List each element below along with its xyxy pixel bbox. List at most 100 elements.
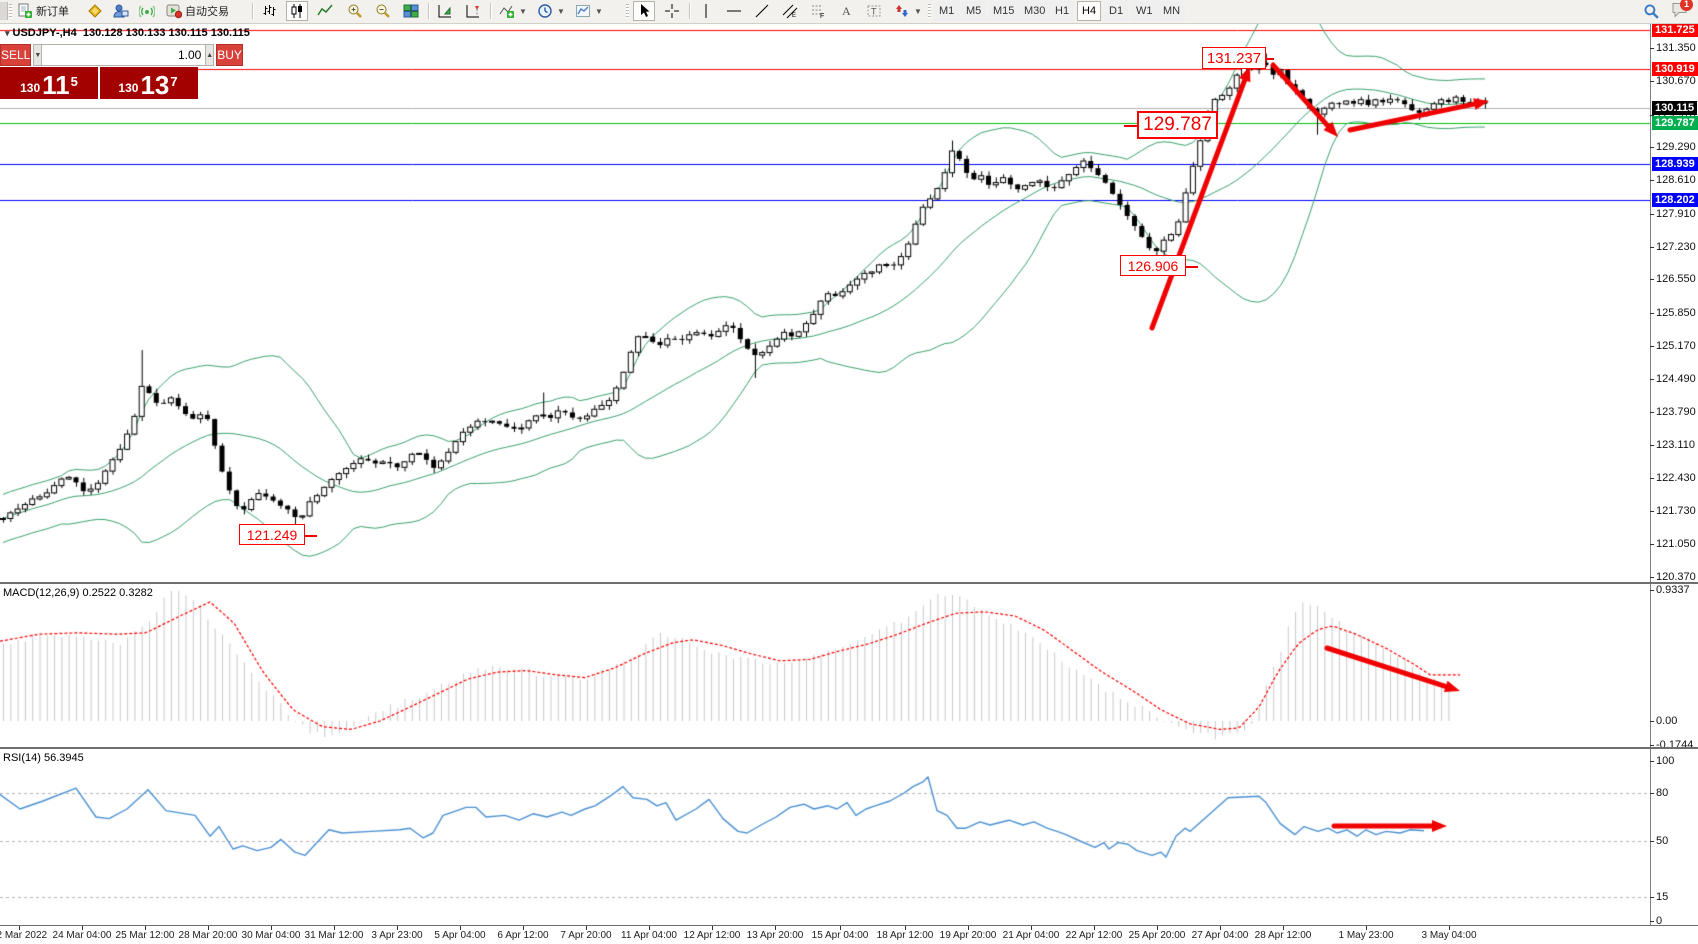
auto-trading-icon bbox=[166, 4, 182, 19]
price-annotation-131.237[interactable]: 131.237 bbox=[1202, 47, 1274, 69]
notifications-button[interactable]: 1 bbox=[1668, 0, 1693, 21]
price-axis-tick bbox=[1650, 147, 1654, 148]
signals-button[interactable] bbox=[136, 1, 158, 21]
zoom-out-button[interactable] bbox=[372, 1, 394, 21]
timeframe-M30[interactable]: M30 bbox=[1019, 1, 1051, 21]
date-axis-label: 21 Apr 04:00 bbox=[1002, 930, 1060, 941]
candlestick-chart-button[interactable] bbox=[286, 1, 308, 21]
date-axis-tick bbox=[1031, 926, 1032, 930]
price-axis-tick bbox=[1650, 511, 1654, 512]
price-annotation-121.249[interactable]: 121.249 bbox=[239, 524, 317, 545]
buy-button[interactable]: BUY bbox=[216, 44, 243, 66]
horizontal-line-icon bbox=[727, 10, 741, 12]
date-axis-label: 3 May 04:00 bbox=[1421, 930, 1477, 941]
timeframe-M1[interactable]: M1 bbox=[934, 1, 960, 21]
market-watch-button[interactable] bbox=[110, 1, 132, 21]
bar-chart-button[interactable] bbox=[258, 1, 280, 21]
ask-price[interactable]: 130 13 7 bbox=[98, 67, 196, 99]
sell-button[interactable]: SELL bbox=[0, 44, 32, 66]
date-axis-tick bbox=[19, 926, 20, 930]
date-axis-label: 22 Mar 2022 bbox=[0, 930, 48, 941]
line-chart-button[interactable] bbox=[314, 1, 336, 21]
new-order-button[interactable]: 新订单 bbox=[14, 1, 72, 21]
zoom-in-icon bbox=[348, 4, 362, 18]
rsi-axis-label: 0 bbox=[1656, 915, 1663, 927]
date-axis-label: 28 Apr 12:00 bbox=[1254, 930, 1312, 941]
timeframe-MN[interactable]: MN bbox=[1158, 1, 1186, 21]
cursor-button[interactable] bbox=[633, 1, 655, 21]
toolbar-grip[interactable] bbox=[9, 4, 12, 18]
main-chart-canvas[interactable] bbox=[0, 24, 1650, 582]
bid-point: 5 bbox=[70, 74, 78, 89]
toolbar-separator bbox=[689, 3, 691, 19]
date-axis-tick bbox=[334, 926, 335, 930]
chart-shift-button[interactable] bbox=[462, 1, 484, 21]
crosshair-button[interactable] bbox=[661, 1, 683, 21]
equidistant-channel-button[interactable]: E bbox=[779, 1, 801, 21]
date-axis-label: 12 Apr 12:00 bbox=[683, 930, 741, 941]
price-axis-tick bbox=[1650, 115, 1654, 116]
arrow-objects-button[interactable]: ▼ bbox=[891, 1, 925, 21]
price-badge-129.787: 129.787 bbox=[1652, 116, 1698, 130]
fibonacci-button[interactable]: F bbox=[807, 1, 829, 21]
auto-arrange-button[interactable] bbox=[434, 1, 456, 21]
bid-pips: 11 bbox=[42, 70, 70, 100]
date-axis-tick bbox=[1449, 926, 1450, 930]
templates-button[interactable]: ▼ bbox=[572, 1, 606, 21]
macd-splitter[interactable] bbox=[0, 582, 1698, 584]
text-button[interactable]: A bbox=[835, 1, 857, 21]
tile-windows-button[interactable] bbox=[400, 1, 422, 21]
date-axis-label: 31 Mar 12:00 bbox=[304, 930, 364, 941]
trendline-button[interactable] bbox=[751, 1, 773, 21]
volume-down-button[interactable]: ▼ bbox=[33, 44, 43, 66]
price-annotation-126.906[interactable]: 126.906 bbox=[1120, 255, 1198, 276]
horizontal-line-button[interactable] bbox=[723, 1, 745, 21]
price-axis-tick bbox=[1650, 313, 1654, 314]
macd-panel-canvas[interactable] bbox=[0, 584, 1650, 746]
volume-up-button[interactable]: ▲ bbox=[205, 44, 215, 66]
price-axis-label: 121.730 bbox=[1656, 505, 1696, 517]
date-axis-label: 5 Apr 04:00 bbox=[434, 930, 486, 941]
chevron-down-icon: ▼ bbox=[914, 6, 922, 16]
auto-trading-button[interactable]: 自动交易 bbox=[163, 1, 232, 21]
date-axis-tick bbox=[82, 926, 83, 930]
timeframe-H4[interactable]: H4 bbox=[1077, 1, 1102, 21]
macd-label: MACD(12,26,9) 0.2522 0.3282 bbox=[3, 587, 153, 599]
date-axis-label: 27 Apr 04:00 bbox=[1191, 930, 1249, 941]
text-label-button[interactable]: T bbox=[863, 1, 885, 21]
text-label-icon: T bbox=[867, 5, 881, 17]
charts-gold-button[interactable] bbox=[84, 1, 106, 21]
macd-axis-tick bbox=[1650, 590, 1654, 591]
zoom-in-button[interactable] bbox=[344, 1, 366, 21]
price-axis-label: 123.790 bbox=[1656, 406, 1696, 418]
price-axis-tick bbox=[1650, 379, 1654, 380]
toolbar-grip[interactable] bbox=[626, 4, 629, 18]
toolbar-grip[interactable] bbox=[928, 4, 931, 18]
timeframe-M5[interactable]: M5 bbox=[961, 1, 987, 21]
signals-icon bbox=[139, 5, 155, 18]
timeframe-D1[interactable]: D1 bbox=[1104, 1, 1129, 21]
rsi-panel-canvas[interactable] bbox=[0, 749, 1650, 925]
bid-price[interactable]: 130 11 5 bbox=[0, 67, 98, 99]
collapse-arrow-icon[interactable]: ▾ bbox=[5, 28, 10, 38]
timeframe-W1[interactable]: W1 bbox=[1131, 1, 1158, 21]
date-axis-tick bbox=[523, 926, 524, 930]
auto-arrange-icon bbox=[438, 5, 451, 18]
rsi-axis-label: 15 bbox=[1656, 891, 1669, 903]
periods-button[interactable]: ▼ bbox=[534, 1, 568, 21]
date-axis-label: 13 Apr 20:00 bbox=[746, 930, 804, 941]
timeframe-M15[interactable]: M15 bbox=[988, 1, 1020, 21]
search-button[interactable] bbox=[1640, 1, 1663, 21]
indicators-button[interactable]: ▼ bbox=[496, 1, 530, 21]
vertical-line-button[interactable] bbox=[695, 1, 717, 21]
date-axis-label: 3 Apr 23:00 bbox=[371, 930, 423, 941]
timeframe-H1[interactable]: H1 bbox=[1050, 1, 1075, 21]
rsi-splitter[interactable] bbox=[0, 747, 1698, 749]
date-axis-tick bbox=[905, 926, 906, 930]
price-annotation-129.787[interactable]: 129.787 bbox=[1124, 111, 1218, 139]
toolbar-separator bbox=[252, 3, 254, 19]
volume-input[interactable] bbox=[42, 44, 206, 66]
macd-axis-label: 0.00 bbox=[1656, 715, 1678, 727]
trendline-icon bbox=[755, 4, 769, 18]
clock-icon bbox=[538, 4, 552, 18]
